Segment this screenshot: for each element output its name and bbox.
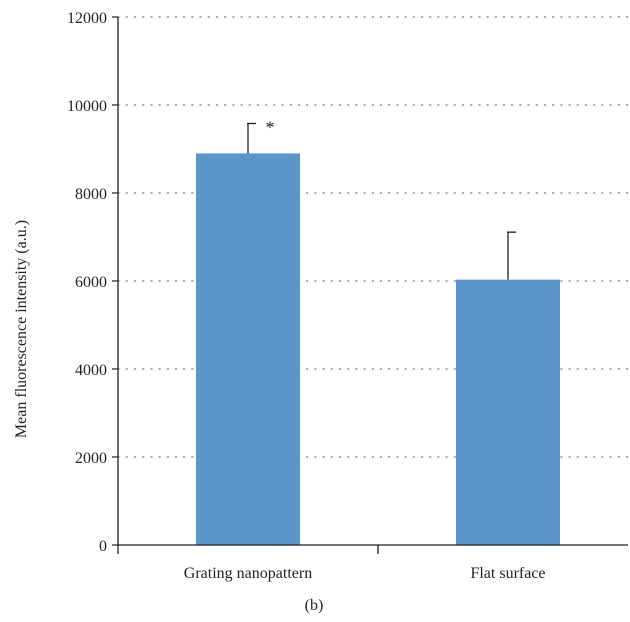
significance-marker: * — [266, 117, 275, 137]
axes — [112, 16, 628, 554]
panel-label: (b) — [305, 597, 324, 614]
y-tick-label: 12000 — [67, 10, 107, 27]
y-tick-label: 6000 — [75, 274, 107, 291]
x-category-label: Flat surface — [470, 565, 545, 582]
y-tick-label: 10000 — [67, 98, 107, 115]
y-tick-label: 0 — [99, 538, 107, 555]
error-bars — [247, 122, 516, 280]
y-tick-label: 2000 — [75, 450, 107, 467]
bar — [456, 279, 560, 545]
y-axis-title: Mean fluorescence intensity (a.u.) — [13, 220, 30, 438]
y-tick-label: 4000 — [75, 362, 107, 379]
y-tick-label: 8000 — [75, 186, 107, 203]
bars — [196, 153, 560, 545]
bar — [196, 153, 300, 545]
labels: 0 2000 4000 6000 8000 10000 12000 * Grating nano… — [67, 10, 546, 582]
x-category-label: Grating nanopattern — [184, 565, 312, 582]
gridlines — [117, 16, 629, 458]
